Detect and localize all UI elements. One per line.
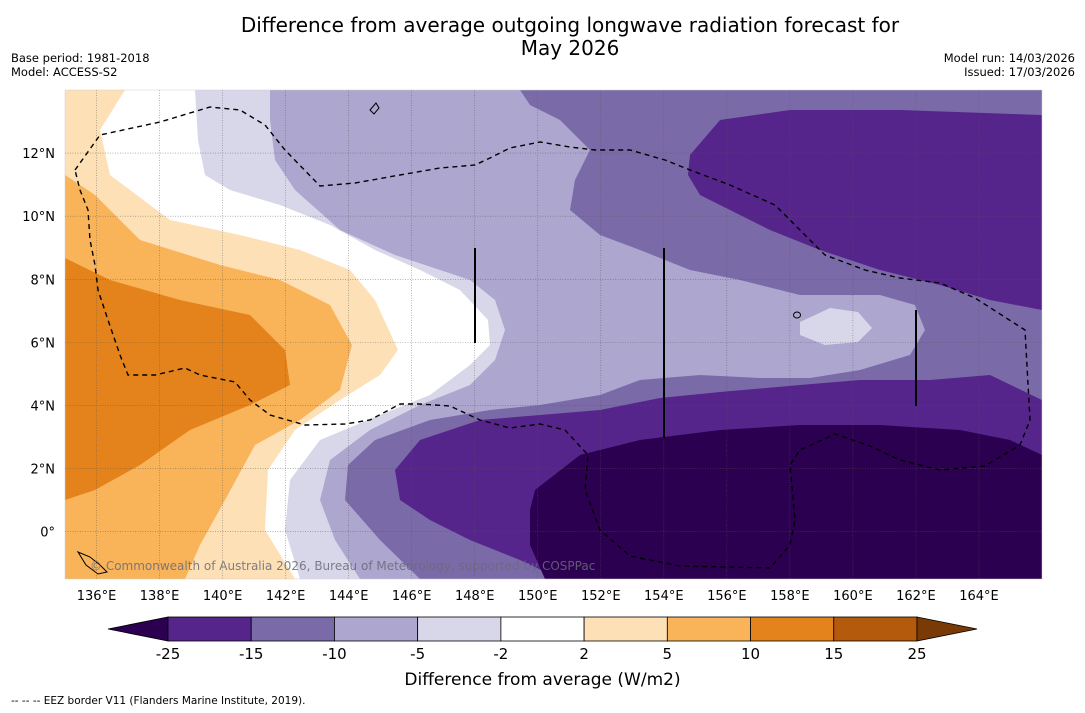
title-line-1: Difference from average outgoing longwav… <box>240 13 900 37</box>
lon-tick-label: 152°E <box>581 589 621 604</box>
region-10-to-15 <box>65 258 290 500</box>
lon-tick-label: 136°E <box>77 589 117 604</box>
model-run: Model run: 14/03/2026 <box>943 51 1075 65</box>
colorbar-segment <box>250 616 335 642</box>
colorbar-tick-label: 15 <box>824 645 843 663</box>
lat-tick-label: 4°N <box>31 399 56 414</box>
lat-tick-label: 8°N <box>31 273 56 288</box>
lon-tick-label: 150°E <box>518 589 558 604</box>
lat-tick-label: 0° <box>40 526 55 541</box>
colorbar-segment <box>417 616 502 642</box>
lon-tick-label: 146°E <box>392 589 432 604</box>
colorbar-extend-max <box>916 616 978 642</box>
colorbar-segment <box>666 616 751 642</box>
latitude-axis: 12°N 10°N 8°N 6°N 4°N 2°N 0° <box>22 147 55 541</box>
plot-frame <box>64 89 1043 580</box>
meta-left: Base period: 1981-2018 Model: ACCESS-S2 <box>11 51 150 79</box>
colorbar: -25 -15 -10 -5 -2 2 5 10 15 25 <box>107 616 978 663</box>
colorbar-tick-label: -25 <box>156 645 181 663</box>
colorbar-title: Difference from average (W/m2) <box>404 670 681 690</box>
lon-tick-label: 138°E <box>140 589 180 604</box>
lon-tick-label: 140°E <box>203 589 243 604</box>
colorbar-tick-label: 5 <box>663 645 673 663</box>
anomaly-field: © Commonwealth of Australia 2026, Bureau… <box>65 90 1042 579</box>
lon-tick-label: 160°E <box>833 589 873 604</box>
lon-tick-label: 154°E <box>644 589 684 604</box>
colorbar-segment <box>750 616 835 642</box>
meta-right: Model run: 14/03/2026 Issued: 17/03/2026 <box>944 51 1075 79</box>
island-outline-small <box>793 311 801 319</box>
region-minus15-to-minus25 <box>688 110 1042 310</box>
lon-tick-label: 148°E <box>455 589 495 604</box>
title-line-2: May 2026 <box>520 36 620 60</box>
region-lens-minus5 <box>800 308 872 345</box>
lat-tick-label: 2°N <box>31 463 56 478</box>
issued-date: Issued: 17/03/2026 <box>964 65 1075 79</box>
colorbar-segment <box>334 616 419 642</box>
base-period: Base period: 1981-2018 <box>11 51 150 65</box>
island-outline-south <box>76 550 108 575</box>
eez-border-palau <box>74 106 1031 569</box>
lon-tick-label: 156°E <box>707 589 747 604</box>
colorbar-extend-min <box>107 616 169 642</box>
lon-tick-label: 144°E <box>329 589 369 604</box>
colorbar-segment <box>583 616 668 642</box>
colorbar-tick-label: -5 <box>410 645 425 663</box>
lon-tick-label: 142°E <box>266 589 306 604</box>
colorbar-tick-label: 25 <box>907 645 926 663</box>
colorbar-tick-label: 10 <box>741 645 760 663</box>
colorbar-tick-label: 2 <box>579 645 589 663</box>
lon-tick-label: 158°E <box>770 589 810 604</box>
eez-legend-note: -- -- -- EEZ border V11 (Flanders Marine… <box>11 695 306 707</box>
colorbar-tick-label: -15 <box>239 645 264 663</box>
chart-title: Difference from average outgoing longwav… <box>0 14 1085 60</box>
longitude-axis: 136°E 138°E 140°E 142°E 144°E 146°E 148°E 150°E… <box>77 589 999 604</box>
lat-tick-label: 6°N <box>31 336 56 351</box>
colorbar-segment <box>833 616 918 642</box>
model-name: Model: ACCESS-S2 <box>11 65 118 79</box>
lat-tick-label: 12°N <box>22 147 55 162</box>
island-outline <box>369 102 380 115</box>
lon-tick-label: 164°E <box>959 589 999 604</box>
lat-tick-label: 10°N <box>22 210 55 225</box>
gridlines <box>65 90 1042 579</box>
lon-tick-label: 162°E <box>896 589 936 604</box>
colorbar-tick-label: -10 <box>322 645 347 663</box>
colorbar-tick-label: -2 <box>493 645 508 663</box>
colorbar-segment <box>500 616 585 642</box>
copyright-watermark: © Commonwealth of Australia 2026, Bureau… <box>90 559 595 573</box>
colorbar-segment <box>167 616 252 642</box>
